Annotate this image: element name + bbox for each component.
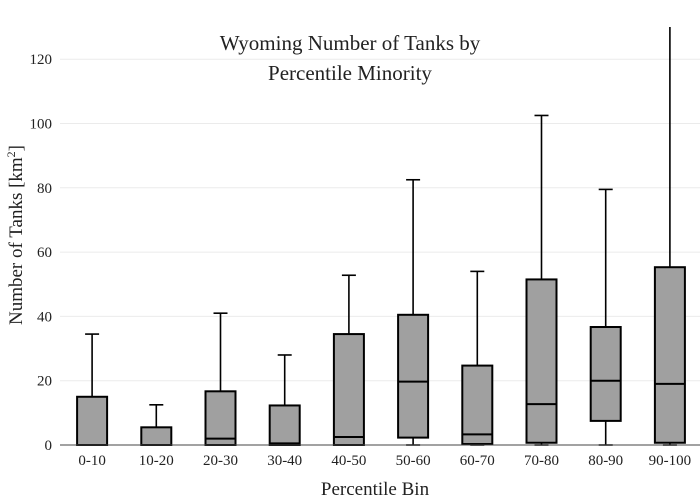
box-30-40 [268, 354, 301, 447]
box-10-20 [140, 404, 173, 447]
y-tick-label: 100 [30, 117, 53, 133]
box-70-80 [525, 114, 558, 446]
y-axis-label-superscript: 2 [4, 151, 18, 157]
y-tick-label: 0 [45, 438, 53, 454]
box-80-90 [589, 188, 622, 446]
chart-title-line-2: Percentile Minority [268, 61, 432, 85]
y-tick-label: 40 [37, 309, 52, 325]
iqr-box [397, 313, 430, 439]
iqr-box [589, 326, 622, 422]
iqr-box [268, 404, 301, 447]
box-60-70 [461, 270, 494, 446]
y-axis-ticks: 0 20 40 60 80 100 120 [30, 52, 53, 454]
box-20-30 [204, 312, 237, 447]
x-tick-label: 10-20 [139, 453, 174, 469]
y-tick-label: 120 [30, 52, 53, 68]
x-tick-label: 40-50 [331, 453, 366, 469]
x-axis-label: Percentile Bin [321, 479, 430, 500]
box-40-50 [332, 274, 365, 446]
box-0-10 [76, 333, 109, 446]
x-tick-label: 0-10 [78, 453, 106, 469]
iqr-box [332, 333, 365, 446]
boxes [76, 27, 686, 447]
x-tick-label: 90-100 [649, 453, 692, 469]
iqr-box [461, 364, 494, 446]
iqr-box [525, 278, 558, 444]
y-axis-label-text: Number of Tanks [km [6, 157, 27, 325]
y-tick-label: 60 [37, 245, 52, 261]
x-tick-label: 70-80 [524, 453, 559, 469]
y-tick-label: 20 [37, 374, 52, 390]
x-tick-label: 80-90 [588, 453, 623, 469]
box-90-100 [653, 27, 686, 446]
iqr-box [76, 395, 109, 446]
chart-title-line-1: Wyoming Number of Tanks by [220, 31, 481, 55]
x-tick-label: 50-60 [396, 453, 431, 469]
x-tick-label: 30-40 [267, 453, 302, 469]
x-tick-label: 60-70 [460, 453, 495, 469]
iqr-box [204, 390, 237, 447]
iqr-box [140, 426, 173, 447]
iqr-box [653, 266, 686, 444]
x-axis-ticks: 0-10 10-20 20-30 30-40 40-50 50-60 60-70 70-80 8… [78, 453, 691, 469]
box-50-60 [397, 178, 430, 446]
x-tick-label: 20-30 [203, 453, 238, 469]
y-axis-label: Number of Tanks [km2] [4, 145, 27, 325]
y-axis-label-end: ] [6, 145, 27, 151]
y-tick-label: 80 [37, 181, 52, 197]
